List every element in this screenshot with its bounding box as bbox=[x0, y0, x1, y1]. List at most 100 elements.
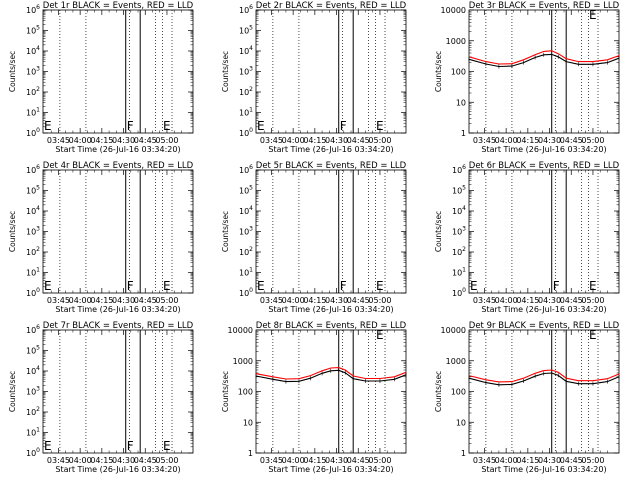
y-tick-base: 10 bbox=[26, 347, 36, 356]
y-tick-base: 10 bbox=[26, 408, 36, 417]
y-tick-exponent: 0 bbox=[36, 447, 40, 454]
y-tick-label: 101 bbox=[26, 107, 40, 118]
panel-title: Det 4r BLACK = Events, RED = LLD bbox=[43, 161, 194, 171]
y-tick-exponent: 5 bbox=[462, 185, 466, 192]
y-tick-base: 10 bbox=[26, 6, 36, 15]
y-tick-exponent: 0 bbox=[36, 127, 40, 134]
x-tick-label: 04:15 bbox=[90, 296, 113, 305]
x-axis-label: Start Time (26-Jul-16 03:34:20) bbox=[55, 465, 180, 474]
y-tick-label: 100 bbox=[26, 447, 40, 458]
panel-title: Det 2r BLACK = Events, RED = LLD bbox=[256, 1, 407, 11]
x-tick-label: 05:00 bbox=[368, 296, 391, 305]
y-tick-exponent: 6 bbox=[36, 324, 40, 331]
y-tick-label: 10000 bbox=[228, 326, 253, 335]
y-tick-exponent: 4 bbox=[462, 205, 466, 212]
y-axis-label: Counts/sec bbox=[8, 51, 17, 92]
y-tick-base: 10 bbox=[26, 88, 36, 97]
y-tick-exponent: 1 bbox=[36, 267, 40, 274]
chart-panel-9: Det 9r BLACK = Events, RED = LLD 1 10 100 10… bbox=[434, 321, 620, 474]
x-tick-label: 05:00 bbox=[581, 296, 604, 305]
y-tick-base: 10 bbox=[26, 27, 36, 36]
y-tick-label: 100 bbox=[451, 68, 466, 77]
x-tick-label: 04:30 bbox=[538, 296, 561, 305]
y-tick-label: 106 bbox=[26, 324, 40, 335]
y-tick-exponent: 5 bbox=[36, 185, 40, 192]
y-tick-base: 10 bbox=[26, 68, 36, 77]
x-axis-label: Start Time (26-Jul-16 03:34:20) bbox=[55, 305, 180, 314]
chart-panel-7: Det 7r BLACK = Events, RED = LLD10010110… bbox=[8, 321, 194, 474]
y-tick-label: 10 bbox=[243, 418, 253, 427]
y-tick-base: 10 bbox=[452, 166, 462, 175]
y-tick-label: 1000 bbox=[446, 37, 466, 46]
y-tick-label: 104 bbox=[26, 45, 40, 56]
y-tick-label: 104 bbox=[26, 205, 40, 216]
y-tick-label: 102 bbox=[239, 246, 253, 257]
y-axis-label: Counts/sec bbox=[221, 51, 230, 92]
y-tick-exponent: 0 bbox=[249, 127, 253, 134]
x-tick-label: 04:15 bbox=[90, 136, 113, 145]
plot-frame bbox=[468, 329, 620, 454]
x-tick-label: 04:00 bbox=[69, 456, 92, 465]
y-tick-base: 10 bbox=[26, 248, 36, 257]
series-line-events bbox=[255, 369, 407, 383]
y-tick-base: 10 bbox=[239, 68, 249, 77]
series-line-lld bbox=[468, 50, 620, 65]
x-tick-label: 05:00 bbox=[155, 296, 178, 305]
chart-panel-4: Det 4r BLACK = Events, RED = LLD10010110… bbox=[8, 161, 194, 314]
x-tick-label: 04:45 bbox=[134, 136, 157, 145]
plot-frame bbox=[42, 329, 194, 454]
y-tick-exponent: 6 bbox=[249, 4, 253, 11]
y-tick-exponent: 4 bbox=[36, 365, 40, 372]
y-tick-label: 100 bbox=[238, 388, 253, 397]
panel-title: Det 8r BLACK = Events, RED = LLD bbox=[256, 321, 407, 331]
y-tick-base: 10 bbox=[239, 187, 249, 196]
x-tick-label: 04:30 bbox=[112, 456, 135, 465]
y-tick-base: 10 bbox=[452, 289, 462, 298]
y-tick-exponent: 2 bbox=[36, 246, 40, 253]
y-tick-label: 102 bbox=[26, 246, 40, 257]
y-tick-label: 105 bbox=[26, 185, 40, 196]
y-tick-label: 1 bbox=[248, 449, 253, 458]
flag-label-e: E bbox=[257, 119, 265, 133]
y-tick-label: 105 bbox=[452, 185, 466, 196]
x-axis-label: Start Time (26-Jul-16 03:34:20) bbox=[481, 145, 606, 154]
chart-panel-3: Det 3r BLACK = Events, RED = LLD 1 10 100 10… bbox=[434, 1, 620, 154]
y-axis-label: Counts/sec bbox=[434, 211, 443, 252]
chart-panel-6: Det 6r BLACK = Events, RED = LLD10010110… bbox=[434, 161, 620, 314]
x-axis-label: Start Time (26-Jul-16 03:34:20) bbox=[268, 145, 393, 154]
x-tick-label: 04:00 bbox=[69, 296, 92, 305]
chart-panel-1: Det 1r BLACK = Events, RED = LLD10010110… bbox=[8, 1, 194, 154]
flag-label-e: E bbox=[44, 439, 52, 453]
x-tick-label: 04:45 bbox=[347, 136, 370, 145]
y-tick-exponent: 6 bbox=[36, 4, 40, 11]
x-axis-label: Start Time (26-Jul-16 03:34:20) bbox=[268, 305, 393, 314]
chart-panel-8: Det 8r BLACK = Events, RED = LLD 1 10 100 10… bbox=[221, 321, 407, 474]
y-tick-base: 10 bbox=[26, 129, 36, 138]
x-tick-label: 04:00 bbox=[69, 136, 92, 145]
y-tick-base: 10 bbox=[26, 109, 36, 118]
y-tick-exponent: 5 bbox=[249, 185, 253, 192]
y-tick-base: 10 bbox=[239, 248, 249, 257]
y-tick-exponent: 0 bbox=[249, 287, 253, 294]
y-tick-label: 101 bbox=[26, 427, 40, 438]
y-tick-base: 10 bbox=[26, 388, 36, 397]
plot-frame bbox=[255, 9, 407, 134]
y-tick-label: 104 bbox=[239, 205, 253, 216]
flag-label-e: E bbox=[589, 279, 597, 293]
y-tick-label: 103 bbox=[239, 226, 253, 237]
y-tick-base: 10 bbox=[26, 207, 36, 216]
x-axis-label: Start Time (26-Jul-16 03:34:20) bbox=[481, 465, 606, 474]
x-tick-label: 04:00 bbox=[495, 456, 518, 465]
x-tick-label: 04:30 bbox=[325, 136, 348, 145]
y-tick-exponent: 6 bbox=[249, 164, 253, 171]
y-tick-label: 10 bbox=[456, 418, 466, 427]
flag-label-e: E bbox=[257, 279, 265, 293]
y-tick-exponent: 1 bbox=[462, 267, 466, 274]
y-tick-exponent: 1 bbox=[36, 427, 40, 434]
flag-label-e: E bbox=[376, 119, 384, 133]
y-tick-exponent: 4 bbox=[36, 205, 40, 212]
y-tick-exponent: 0 bbox=[462, 287, 466, 294]
flag-label-f: F bbox=[553, 279, 560, 293]
y-tick-base: 10 bbox=[239, 228, 249, 237]
y-tick-base: 10 bbox=[452, 187, 462, 196]
